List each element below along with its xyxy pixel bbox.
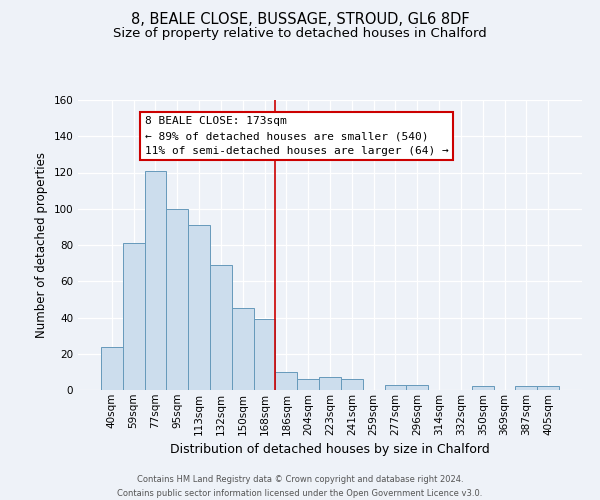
X-axis label: Distribution of detached houses by size in Chalford: Distribution of detached houses by size … — [170, 443, 490, 456]
Bar — [166, 209, 188, 390]
Text: Contains HM Land Registry data © Crown copyright and database right 2024.
Contai: Contains HM Land Registry data © Crown c… — [118, 476, 482, 498]
Bar — [406, 384, 428, 390]
Bar — [188, 225, 210, 390]
Bar — [515, 386, 537, 390]
Bar — [232, 308, 254, 390]
Bar — [210, 265, 232, 390]
Text: 8, BEALE CLOSE, BUSSAGE, STROUD, GL6 8DF: 8, BEALE CLOSE, BUSSAGE, STROUD, GL6 8DF — [131, 12, 469, 28]
Y-axis label: Number of detached properties: Number of detached properties — [35, 152, 48, 338]
Bar — [123, 243, 145, 390]
Bar — [254, 320, 275, 390]
Bar — [101, 346, 123, 390]
Bar — [341, 379, 363, 390]
Bar — [537, 386, 559, 390]
Text: Size of property relative to detached houses in Chalford: Size of property relative to detached ho… — [113, 28, 487, 40]
Text: 8 BEALE CLOSE: 173sqm
← 89% of detached houses are smaller (540)
11% of semi-det: 8 BEALE CLOSE: 173sqm ← 89% of detached … — [145, 116, 448, 156]
Bar — [472, 386, 494, 390]
Bar — [297, 379, 319, 390]
Bar — [385, 384, 406, 390]
Bar — [275, 372, 297, 390]
Bar — [319, 378, 341, 390]
Bar — [145, 170, 166, 390]
